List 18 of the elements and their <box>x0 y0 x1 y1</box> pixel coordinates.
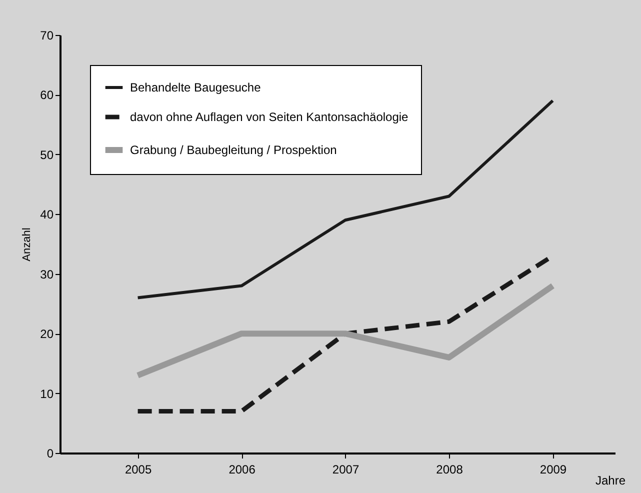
y-tick-label: 50 <box>40 148 54 162</box>
y-tick-label: 30 <box>40 267 54 282</box>
x-tick-label: 2009 <box>540 462 567 476</box>
x-tick-label: 2006 <box>228 462 256 476</box>
y-axis-title: Anzahl <box>21 228 34 262</box>
y-tick-label: 40 <box>40 208 54 222</box>
y-tick-label: 20 <box>40 327 54 342</box>
x-tick-label: 2005 <box>124 462 152 476</box>
x-tick-label: 2007 <box>332 462 360 476</box>
y-tick-label: 0 <box>46 446 54 460</box>
legend-label: Grabung / Baubegleitung / Prospektion <box>130 143 337 157</box>
y-tick-label: 10 <box>40 386 54 401</box>
legend-label: davon ohne Auflagen von Seiten Kantonsachäologie <box>130 110 409 124</box>
x-tick-label: 2008 <box>436 462 464 476</box>
y-tick-label: 70 <box>40 28 54 42</box>
x-axis-title: Jahre <box>595 474 626 488</box>
legend-label: Behandelte Baugesuche <box>130 80 262 94</box>
y-tick-label: 60 <box>40 88 54 102</box>
